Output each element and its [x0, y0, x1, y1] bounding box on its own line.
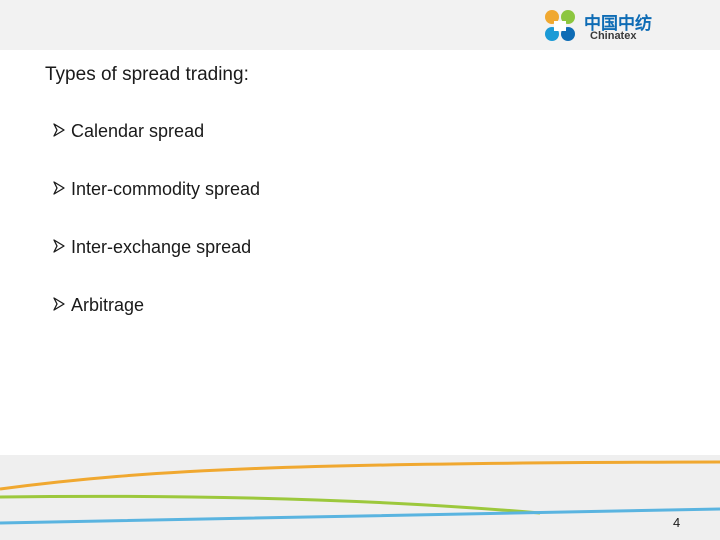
green-swoosh-line: [0, 494, 541, 515]
bullet-text: Inter-exchange spread: [71, 237, 252, 257]
blue-swoosh-line: [0, 507, 720, 525]
footer-swoosh: [0, 460, 720, 525]
slide-title: Types of spread trading:: [45, 64, 249, 85]
bullet-text: Inter-commodity spread: [71, 179, 261, 199]
header-band: [0, 0, 720, 50]
arrow-bullet-icon: [53, 181, 65, 195]
arrow-bullet-icon: [53, 297, 65, 311]
arrow-bullet-icon: [53, 123, 65, 137]
arrow-bullet-icon: [53, 239, 65, 253]
logo-chinese-text: 中国中纺: [584, 14, 652, 34]
chinatex-logo-mark-icon: [545, 10, 575, 41]
logo-english-text: Chinatex: [590, 30, 637, 42]
chinatex-logo: 中国中纺 Chinatex: [540, 6, 680, 46]
bullet-text: Arbitrage: [71, 295, 145, 315]
orange-swoosh-line: [0, 460, 720, 491]
bullet-text: Calendar spread: [71, 121, 205, 141]
page-number: 4: [673, 515, 681, 530]
